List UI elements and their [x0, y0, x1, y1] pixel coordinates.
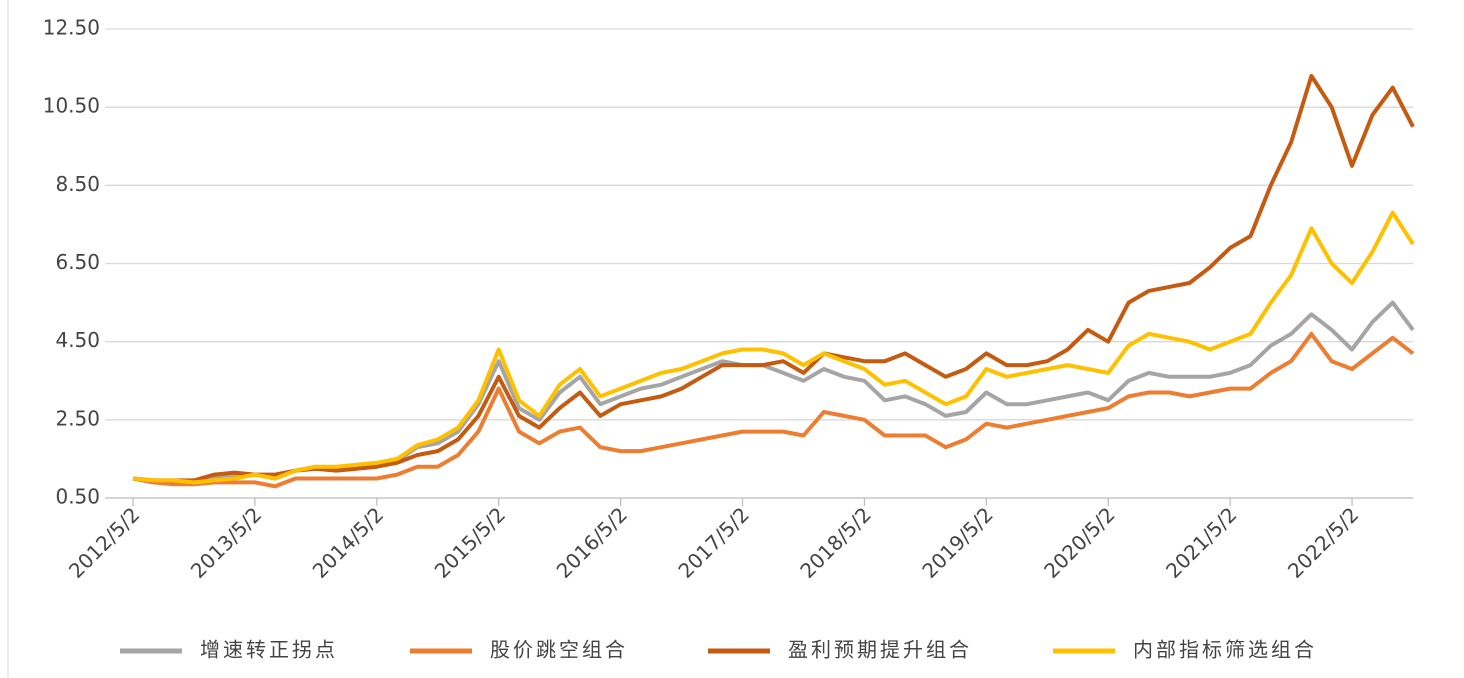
legend-label: 增速转正拐点: [200, 638, 338, 662]
y-tick-label: 8.50: [55, 172, 100, 196]
legend-label: 盈利预期提升组合: [788, 638, 972, 662]
x-tick-label: 2013/5/2: [186, 502, 266, 582]
legend-item: 内部指标筛选组合: [1053, 638, 1317, 662]
series-line: [132, 73, 1415, 483]
x-tick-label: 2014/5/2: [308, 502, 388, 582]
x-tick-label: 2021/5/2: [1161, 502, 1241, 582]
legend-label: 内部指标筛选组合: [1133, 638, 1317, 662]
legend-label: 股价跳空组合: [490, 638, 628, 662]
x-tick-label: 2016/5/2: [552, 502, 632, 582]
series-line: [132, 300, 1415, 487]
series-line: [132, 210, 1415, 485]
x-tick-label: 2020/5/2: [1039, 502, 1119, 582]
x-tick-label: 2012/5/2: [64, 502, 144, 582]
legend-item: 增速转正拐点: [120, 638, 338, 662]
y-tick-label: 12.50: [43, 16, 100, 40]
y-tick-label: 0.50: [55, 485, 100, 509]
y-tick-label: 6.50: [55, 250, 100, 274]
y-tick-label: 4.50: [55, 328, 100, 352]
y-tick-label: 2.50: [55, 406, 100, 430]
legend-item: 股价跳空组合: [410, 638, 628, 662]
x-tick-label: 2017/5/2: [673, 502, 753, 582]
legend-item: 盈利预期提升组合: [708, 638, 972, 662]
y-tick-label: 10.50: [43, 94, 100, 118]
series-line: [132, 331, 1415, 489]
x-tick-label: 2019/5/2: [917, 502, 997, 582]
x-tick-label: 2022/5/2: [1283, 502, 1363, 582]
x-tick-label: 2015/5/2: [430, 502, 510, 582]
x-tick-label: 2018/5/2: [795, 502, 875, 582]
